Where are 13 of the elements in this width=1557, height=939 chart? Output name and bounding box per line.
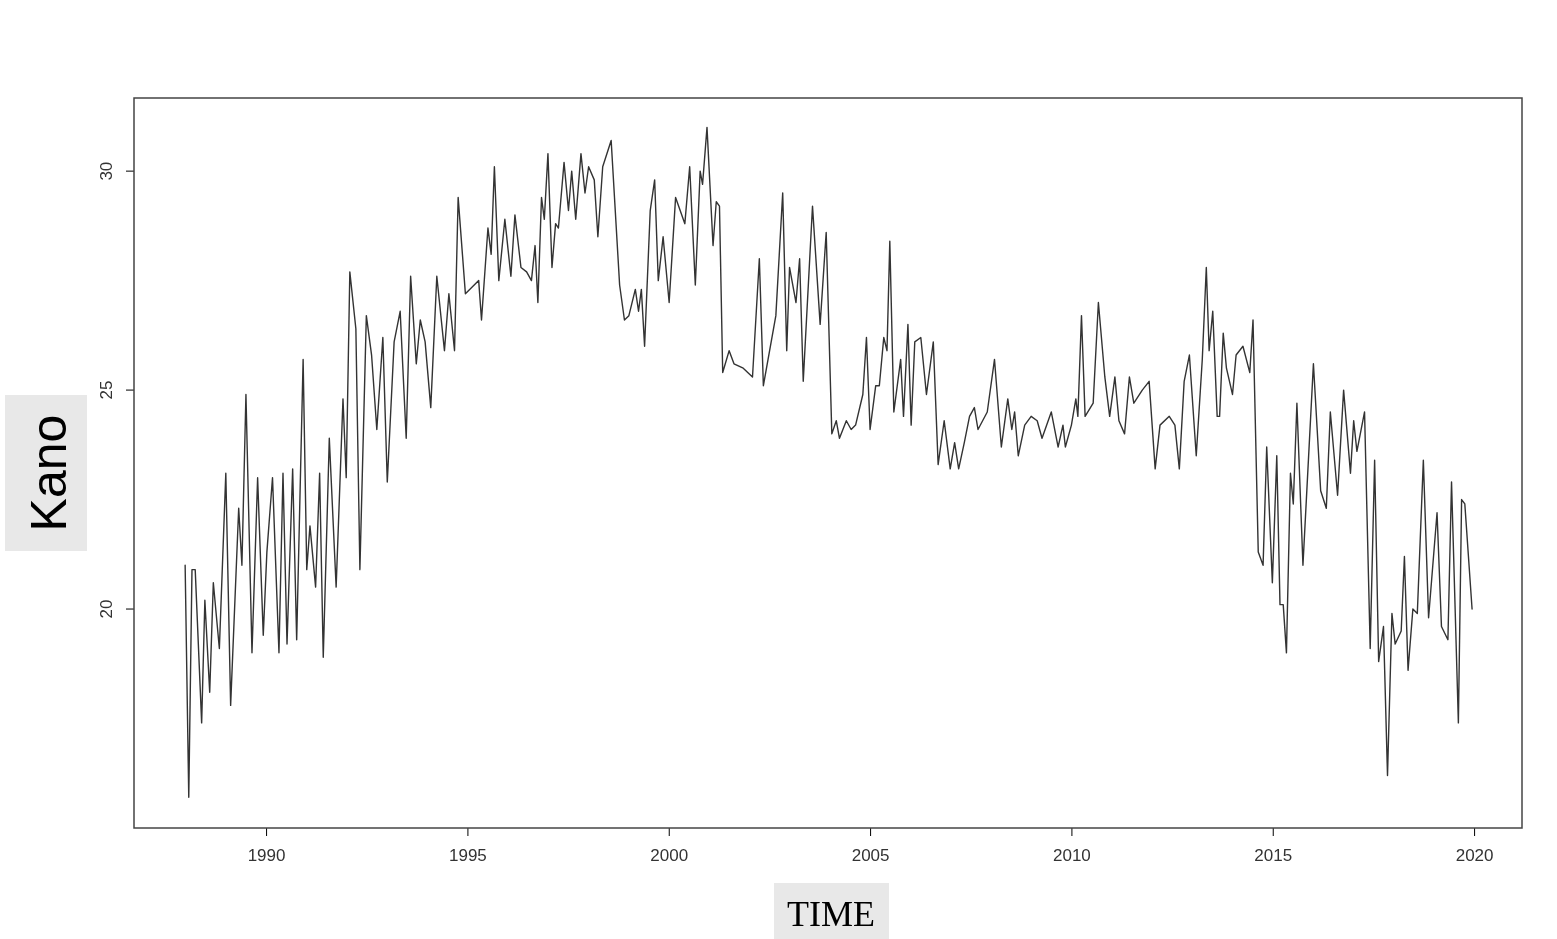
x-tick-label: 2000 — [650, 846, 689, 866]
x-tick-label: 1995 — [449, 846, 487, 866]
x-tick-label: 2015 — [1254, 846, 1293, 866]
y-tick-label: 20 — [97, 599, 116, 619]
y-tick-label: 25 — [97, 380, 116, 400]
y-axis-title: Kano — [21, 414, 77, 532]
x-axis-title: TIME — [787, 894, 875, 934]
x-tick-label: 2020 — [1455, 846, 1494, 866]
x-tick-label: 2010 — [1053, 846, 1091, 866]
y-tick-label: 30 — [97, 161, 116, 181]
x-tick-label: 1990 — [247, 846, 286, 866]
line-series — [184, 126, 1473, 799]
x-tick-label: 2005 — [851, 846, 890, 866]
